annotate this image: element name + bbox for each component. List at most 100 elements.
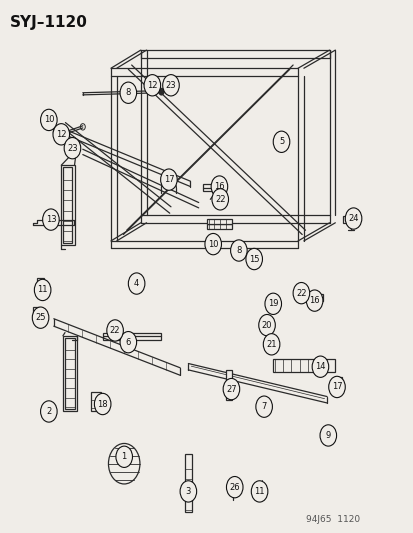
Text: 21: 21	[266, 340, 276, 349]
Circle shape	[292, 282, 309, 304]
Text: 5: 5	[278, 138, 283, 146]
Bar	[102, 333, 160, 340]
Circle shape	[211, 176, 227, 197]
Circle shape	[162, 75, 179, 96]
Circle shape	[237, 248, 240, 253]
Text: 16: 16	[214, 182, 224, 191]
Bar	[206, 224, 231, 229]
Circle shape	[270, 340, 273, 344]
Circle shape	[273, 131, 289, 152]
Text: 20: 20	[261, 321, 272, 329]
Circle shape	[159, 88, 164, 95]
Text: 22: 22	[295, 289, 306, 297]
Text: 18: 18	[97, 400, 108, 408]
Bar	[206, 219, 231, 224]
Circle shape	[116, 446, 132, 467]
Text: 11: 11	[254, 487, 264, 496]
Circle shape	[272, 300, 275, 304]
Circle shape	[180, 481, 196, 502]
Circle shape	[120, 332, 136, 353]
Text: 26: 26	[229, 483, 240, 491]
Circle shape	[128, 273, 145, 294]
Bar	[310, 294, 322, 301]
Text: SYJ–1120: SYJ–1120	[10, 15, 88, 30]
Text: 3: 3	[185, 487, 190, 496]
Circle shape	[230, 240, 247, 261]
Bar	[185, 454, 192, 512]
Text: 22: 22	[109, 326, 120, 335]
Text: 23: 23	[165, 81, 176, 90]
Circle shape	[211, 241, 214, 246]
Circle shape	[43, 209, 59, 230]
Bar	[33, 307, 39, 317]
Text: 19: 19	[267, 300, 278, 308]
Text: 8: 8	[126, 88, 131, 97]
Text: 6: 6	[126, 338, 131, 346]
Text: 2: 2	[46, 407, 51, 416]
Text: 15: 15	[248, 255, 259, 263]
Bar	[91, 392, 101, 411]
Text: 1: 1	[121, 453, 126, 461]
Bar	[65, 338, 75, 409]
Circle shape	[226, 477, 242, 498]
Circle shape	[32, 307, 49, 328]
Text: 25: 25	[35, 313, 46, 322]
Text: 13: 13	[45, 215, 56, 224]
Circle shape	[311, 356, 328, 377]
Text: 16: 16	[309, 296, 319, 305]
Bar	[69, 140, 76, 147]
Text: 22: 22	[214, 195, 225, 204]
Text: 17: 17	[163, 175, 174, 184]
Circle shape	[51, 125, 55, 129]
Text: 10: 10	[43, 116, 54, 124]
Circle shape	[94, 393, 111, 415]
Bar	[230, 481, 237, 494]
Bar	[273, 359, 334, 372]
Circle shape	[120, 82, 136, 103]
Text: 10: 10	[207, 240, 218, 248]
Bar	[225, 370, 232, 400]
Bar	[202, 184, 221, 191]
Text: 94J65  1120: 94J65 1120	[306, 515, 360, 524]
Circle shape	[258, 314, 275, 336]
Text: 27: 27	[225, 385, 236, 393]
Circle shape	[251, 481, 267, 502]
Circle shape	[267, 321, 270, 325]
Bar	[63, 167, 72, 243]
Circle shape	[264, 293, 281, 314]
Circle shape	[204, 233, 221, 255]
Circle shape	[40, 109, 57, 131]
Text: 7: 7	[261, 402, 266, 411]
Bar	[248, 253, 259, 261]
Text: 9: 9	[325, 431, 330, 440]
Bar	[334, 377, 341, 389]
Circle shape	[263, 334, 279, 355]
Circle shape	[223, 378, 239, 400]
Circle shape	[160, 169, 177, 190]
Circle shape	[319, 425, 336, 446]
Text: 12: 12	[56, 130, 66, 139]
Circle shape	[34, 279, 51, 301]
Circle shape	[306, 290, 322, 311]
Circle shape	[328, 376, 344, 398]
Text: 17: 17	[331, 383, 342, 391]
Bar	[342, 216, 358, 223]
Circle shape	[144, 75, 160, 96]
Text: 14: 14	[314, 362, 325, 371]
Text: 8: 8	[236, 246, 241, 255]
Circle shape	[40, 401, 57, 422]
Circle shape	[245, 248, 262, 270]
Circle shape	[107, 320, 123, 341]
Text: 11: 11	[37, 286, 48, 294]
Circle shape	[255, 396, 272, 417]
Bar	[63, 336, 77, 411]
Circle shape	[211, 189, 228, 210]
Bar	[37, 278, 44, 289]
Text: 12: 12	[147, 81, 157, 90]
Text: 23: 23	[67, 144, 78, 152]
Circle shape	[344, 208, 361, 229]
Circle shape	[53, 124, 69, 145]
Bar	[61, 165, 74, 245]
Text: 24: 24	[347, 214, 358, 223]
Circle shape	[64, 138, 81, 159]
